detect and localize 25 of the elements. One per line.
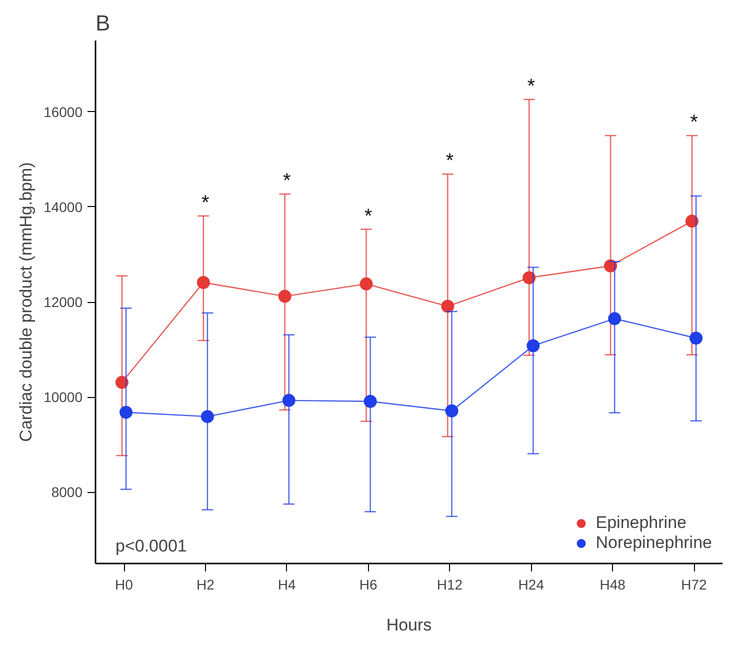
- y-tick-label: 14000: [44, 198, 83, 215]
- annotation: *: [446, 150, 454, 172]
- annotation: *: [690, 112, 698, 134]
- x-tick-label: H2: [196, 576, 215, 592]
- annotation: *: [282, 170, 291, 192]
- y-tick-label: 10000: [44, 389, 83, 406]
- y-tick-label: 8000: [51, 484, 83, 500]
- y-tick-label: 16000: [44, 104, 83, 120]
- annotation: *: [202, 192, 210, 214]
- annotation: *: [364, 205, 372, 228]
- chart-title: B: [96, 10, 110, 36]
- x-tick-label: H6: [359, 576, 378, 592]
- y-axis-title: Cardiac double product (mmHg.bpm): [16, 162, 36, 442]
- annotation: p<0.0001: [116, 536, 187, 556]
- x-tick-label: H48: [600, 576, 626, 592]
- x-tick-label: H4: [278, 576, 296, 592]
- annotation: *: [527, 75, 536, 98]
- x-tick-label: H12: [436, 576, 463, 592]
- x-axis-title: Hours: [386, 616, 432, 634]
- legend-label: Epinephrine: [596, 513, 686, 533]
- x-tick-label: H24: [518, 576, 544, 592]
- x-tick-label: H0: [115, 576, 134, 592]
- legend-label: Norepinephrine: [596, 533, 712, 553]
- y-tick-label: 12000: [44, 294, 83, 310]
- x-tick-label: H72: [681, 576, 708, 592]
